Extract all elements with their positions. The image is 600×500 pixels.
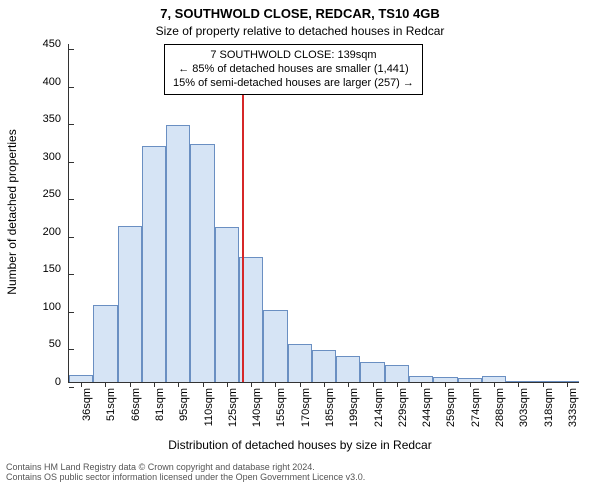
x-tick-label: 199sqm (348, 388, 360, 427)
x-tick-label: 66sqm (130, 388, 142, 421)
chart-subtitle: Size of property relative to detached ho… (0, 24, 600, 38)
histogram-bar (360, 362, 384, 382)
info-line-3: 15% of semi-detached houses are larger (… (173, 77, 414, 91)
info-line-1: 7 SOUTHWOLD CLOSE: 139sqm (173, 49, 414, 63)
histogram-bar (69, 375, 93, 383)
x-tick-label: 125sqm (227, 388, 239, 427)
x-tick-label: 140sqm (251, 388, 263, 427)
histogram-bar (93, 305, 117, 382)
y-tick-label: 250 (43, 188, 69, 200)
histogram-bar (166, 125, 190, 382)
x-tick-label: 170sqm (300, 388, 312, 427)
x-tick-label: 274sqm (470, 388, 482, 427)
histogram-bar (312, 350, 336, 382)
chart-title: 7, SOUTHWOLD CLOSE, REDCAR, TS10 4GB (0, 6, 600, 21)
histogram-bar (142, 146, 166, 382)
x-tick-label: 214sqm (373, 388, 385, 427)
x-tick-label: 303sqm (518, 388, 530, 427)
histogram-bar (263, 310, 287, 382)
property-info-box: 7 SOUTHWOLD CLOSE: 139sqm ← 85% of detac… (164, 44, 423, 95)
x-tick-label: 318sqm (543, 388, 555, 427)
x-tick-label: 51sqm (105, 388, 117, 421)
histogram-bar (336, 356, 360, 382)
x-tick-label: 155sqm (275, 388, 287, 427)
x-tick-label: 259sqm (445, 388, 457, 427)
y-tick-label: 350 (43, 113, 69, 125)
attribution-line-2: Contains OS public sector information li… (6, 472, 600, 482)
attribution-text: Contains HM Land Registry data © Crown c… (0, 462, 600, 482)
y-tick-label: 450 (43, 38, 69, 50)
x-tick-label: 110sqm (203, 388, 215, 426)
x-tick-label: 333sqm (567, 388, 579, 427)
y-tick-label: 200 (43, 226, 69, 238)
x-tick-label: 81sqm (154, 388, 166, 421)
y-tick-label: 300 (43, 151, 69, 163)
info-line-2: ← 85% of detached houses are smaller (1,… (173, 63, 414, 77)
x-tick-label: 288sqm (494, 388, 506, 427)
y-tick-label: 100 (43, 301, 69, 313)
histogram-bar (215, 227, 239, 382)
y-tick-label: 50 (49, 338, 69, 350)
x-tick-label: 185sqm (324, 388, 336, 427)
y-tick-label: 400 (43, 76, 69, 88)
attribution-line-1: Contains HM Land Registry data © Crown c… (6, 462, 600, 472)
y-axis-label: Number of detached properties (5, 129, 19, 294)
y-tick-label: 150 (43, 263, 69, 275)
histogram-bar (288, 344, 312, 382)
x-tick-label: 95sqm (178, 388, 190, 421)
x-tick-label: 244sqm (421, 388, 433, 427)
histogram-bar (118, 226, 142, 382)
y-tick-label: 0 (55, 376, 69, 388)
histogram-bar (190, 144, 214, 382)
x-tick-label: 229sqm (397, 388, 409, 427)
histogram-bar (385, 365, 409, 382)
x-tick-label: 36sqm (81, 388, 93, 421)
x-axis-label: Distribution of detached houses by size … (0, 438, 600, 452)
